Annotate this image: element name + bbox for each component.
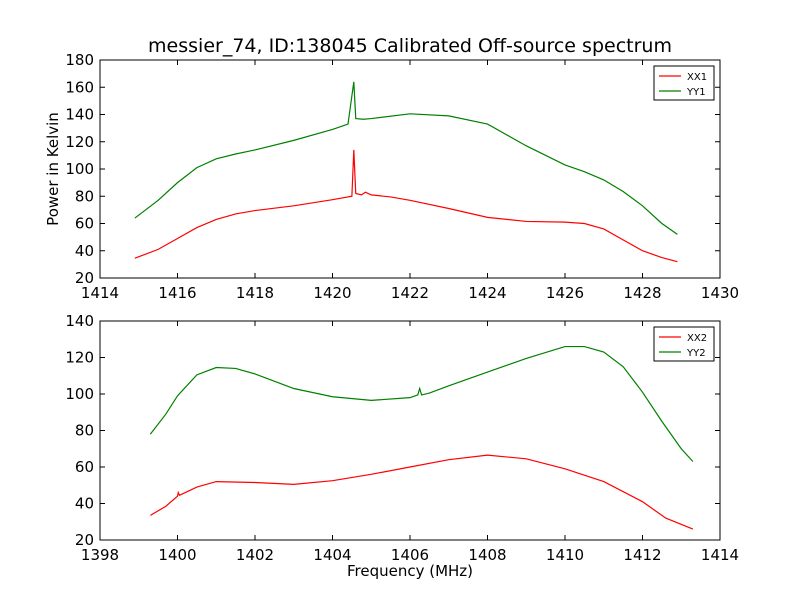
x-tick-label: 1406: [391, 546, 429, 564]
y-tick-label: 80: [75, 422, 94, 440]
x-tick-label: 1408: [468, 546, 506, 564]
x-tick-label: 1400: [158, 546, 196, 564]
x-tick-label: 1416: [158, 284, 196, 302]
x-tick-label: 1414: [81, 284, 119, 302]
series-line-xx1: [134, 149, 678, 263]
top-panel: 1414 1416 1418 1420 1422 1424 1426 1428 1430 20 40…: [44, 35, 739, 302]
y-tick-label: 140: [65, 312, 94, 330]
x-tick-label: 1398: [81, 546, 119, 564]
legend-box: [653, 326, 715, 362]
y-tick-label: 60: [75, 215, 94, 233]
x-tick-label: 1428: [623, 284, 661, 302]
x-tick-label: 1410: [546, 546, 584, 564]
x-tick-label: 1422: [391, 284, 429, 302]
y-tick-label: 100: [65, 160, 94, 178]
y-tick-label: 40: [75, 242, 94, 260]
x-axis-label: Frequency (MHz): [347, 562, 473, 580]
legend-label: YY1: [686, 87, 706, 98]
y-tick-label: 80: [75, 187, 94, 205]
series-line-yy1: [134, 81, 678, 235]
x-tick-label: 1418: [236, 284, 274, 302]
x-tick-label: 1414: [701, 546, 739, 564]
x-tick-label: 1402: [236, 546, 274, 564]
legend-label: XX1: [687, 72, 707, 83]
series-line-yy2: [149, 345, 694, 462]
x-tick-label: 1426: [546, 284, 584, 302]
x-tick-label: 1420: [313, 284, 351, 302]
chart-title: messier_74, ID:138045 Calibrated Off-sou…: [148, 35, 672, 57]
plot-frame: [99, 320, 721, 541]
legend-label: YY2: [686, 348, 706, 359]
y-tick-label: 40: [75, 495, 94, 513]
x-tick-label: 1412: [623, 546, 661, 564]
series-line-xx2: [150, 454, 694, 530]
y-tick-label: 160: [65, 78, 94, 96]
y-tick-label: 120: [65, 133, 94, 151]
x-tick-label: 1430: [701, 284, 739, 302]
y-axis-label: Power in Kelvin: [44, 112, 62, 226]
plot-frame: [99, 59, 721, 279]
y-tick-label: 60: [75, 458, 94, 476]
y-tick-label: 100: [65, 385, 94, 403]
bottom-panel: 1398 1400 1402 1404 1406 1408 1410 1412 1414 20 40…: [65, 312, 739, 580]
x-tick-label: 1424: [468, 284, 506, 302]
y-tick-label: 20: [75, 531, 94, 549]
legend-box: [653, 65, 715, 101]
y-tick-label: 120: [65, 349, 94, 367]
x-tick-label: 1404: [313, 546, 351, 564]
y-tick-label: 180: [65, 51, 94, 69]
y-tick-label: 20: [75, 269, 94, 287]
y-tick-label: 140: [65, 106, 94, 124]
legend-label: XX2: [687, 333, 707, 344]
